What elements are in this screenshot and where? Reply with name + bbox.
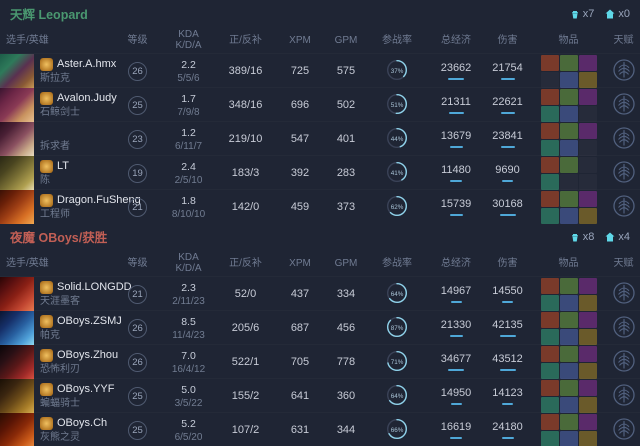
svg-text:37%: 37%: [391, 68, 404, 75]
svg-text:87%: 87%: [391, 325, 404, 332]
svg-text:44%: 44%: [391, 136, 404, 143]
svg-text:51%: 51%: [391, 102, 404, 109]
svg-text:64%: 64%: [391, 393, 404, 400]
svg-text:66%: 66%: [391, 427, 404, 434]
svg-text:41%: 41%: [391, 170, 404, 177]
svg-text:64%: 64%: [391, 291, 404, 298]
svg-text:71%: 71%: [391, 359, 404, 366]
svg-text:62%: 62%: [391, 204, 404, 211]
